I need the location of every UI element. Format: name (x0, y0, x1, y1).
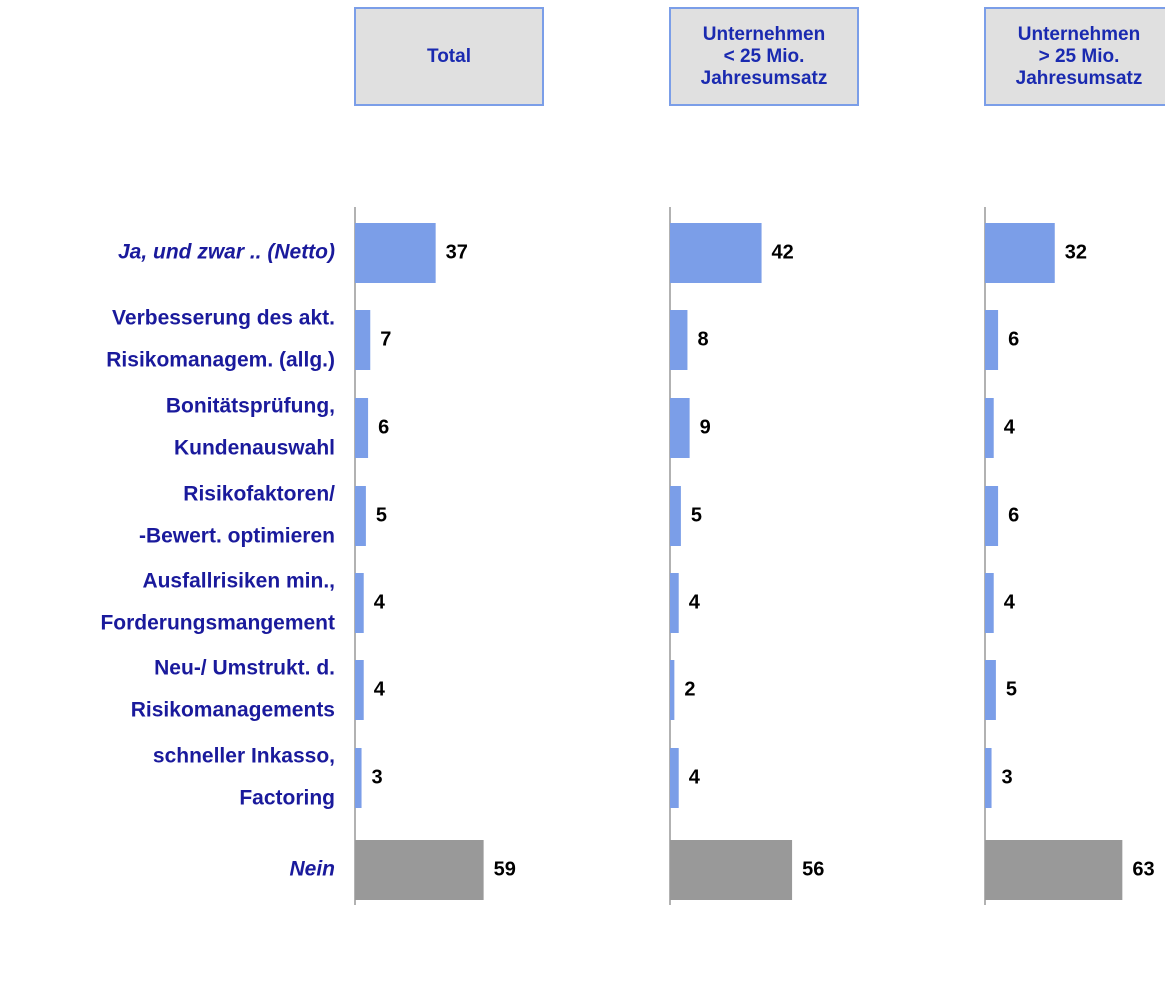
value-label: 59 (494, 858, 516, 880)
value-label: 4 (374, 591, 386, 613)
bar (985, 660, 996, 720)
value-label: 5 (691, 504, 702, 526)
bar (985, 840, 1123, 900)
category-label: Neu-/ Umstrukt. d. (154, 657, 335, 680)
value-label: 3 (1002, 766, 1013, 788)
bar (985, 398, 994, 458)
bar (985, 223, 1055, 283)
bar (670, 310, 688, 370)
bar (985, 748, 992, 808)
value-label: 4 (1004, 591, 1016, 613)
bar (670, 223, 762, 283)
category-label: Forderungsmangement (100, 612, 335, 635)
header-label: Unternehmen (1018, 24, 1140, 45)
header-box (984, 7, 1165, 106)
header-box (669, 7, 859, 106)
value-label: 4 (689, 766, 701, 788)
category-label: Ausfallrisiken min., (142, 570, 335, 593)
header-label: Jahresumsatz (1016, 68, 1143, 89)
value-label: 2 (684, 678, 695, 700)
header-box (354, 7, 544, 106)
bar (985, 486, 999, 546)
category-label: Verbesserung des akt. (112, 307, 335, 330)
value-label: 5 (1006, 678, 1017, 700)
category-label: Risikofaktoren/ (183, 483, 335, 506)
value-label: 5 (376, 504, 387, 526)
value-label: 4 (1004, 416, 1016, 438)
value-label: 56 (802, 858, 824, 880)
bar (355, 486, 366, 546)
value-label: 6 (1008, 504, 1019, 526)
header-label: < 25 Mio. (724, 46, 805, 67)
header-label: Total (427, 46, 471, 67)
bar (355, 748, 362, 808)
value-label: 4 (374, 678, 386, 700)
bar (355, 840, 484, 900)
bar (355, 573, 364, 633)
value-label: 9 (700, 416, 711, 438)
category-label: Risikomanagem. (allg.) (106, 349, 335, 372)
value-label: 4 (689, 591, 701, 613)
category-label: Ja, und zwar .. (Netto) (118, 241, 335, 264)
bar (355, 223, 436, 283)
header-label: Jahresumsatz (701, 68, 828, 89)
bar (670, 748, 679, 808)
bar (355, 310, 371, 370)
bar (670, 486, 681, 546)
value-label: 37 (446, 241, 468, 263)
category-label: -Bewert. optimieren (139, 525, 335, 548)
value-label: 3 (372, 766, 383, 788)
category-label: schneller Inkasso, (153, 745, 335, 768)
value-label: 6 (1008, 328, 1019, 350)
value-label: 8 (697, 328, 708, 350)
bar (670, 660, 675, 720)
category-label: Kundenauswahl (174, 437, 335, 460)
bar (670, 573, 679, 633)
bar (985, 573, 994, 633)
value-label: 32 (1065, 241, 1087, 263)
bar (355, 398, 369, 458)
value-label: 6 (378, 416, 389, 438)
value-label: 42 (772, 241, 794, 263)
header-label: > 25 Mio. (1039, 46, 1120, 67)
bar (985, 310, 999, 370)
bar (670, 840, 793, 900)
bar (670, 398, 690, 458)
header-label: Unternehmen (703, 24, 825, 45)
category-label: Risikomanagements (131, 699, 335, 722)
value-label: 63 (1132, 858, 1154, 880)
bar (355, 660, 364, 720)
value-label: 7 (380, 328, 391, 350)
category-label: Factoring (239, 787, 335, 810)
category-label: Bonitätsprüfung, (166, 395, 335, 418)
category-label: Nein (289, 858, 335, 881)
